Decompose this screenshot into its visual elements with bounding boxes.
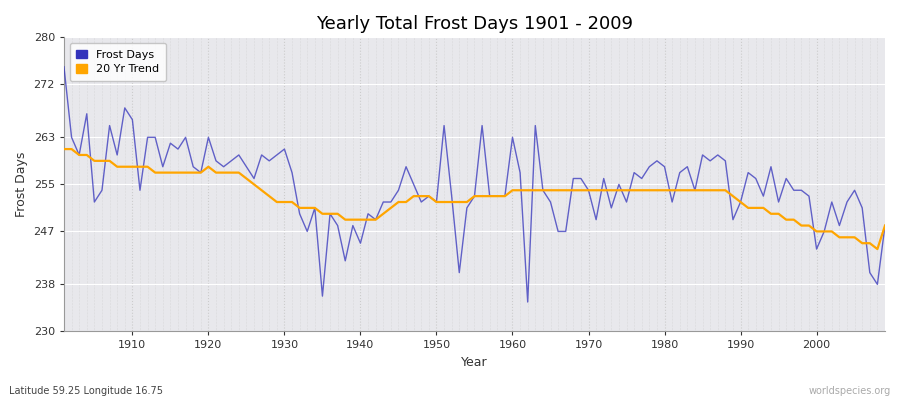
Text: worldspecies.org: worldspecies.org: [809, 386, 891, 396]
20 Yr Trend: [120, 164, 130, 169]
Frost Days: [522, 300, 533, 304]
Frost Days: [120, 106, 130, 110]
Text: Latitude 59.25 Longitude 16.75: Latitude 59.25 Longitude 16.75: [9, 386, 163, 396]
Frost Days: [286, 170, 297, 175]
20 Yr Trend: [507, 188, 517, 193]
Frost Days: [507, 135, 517, 140]
Frost Days: [332, 223, 343, 228]
20 Yr Trend: [332, 211, 343, 216]
Frost Days: [606, 206, 616, 210]
Y-axis label: Frost Days: Frost Days: [15, 152, 28, 217]
Frost Days: [879, 223, 890, 228]
20 Yr Trend: [879, 223, 890, 228]
Frost Days: [500, 194, 510, 198]
20 Yr Trend: [872, 247, 883, 252]
Legend: Frost Days, 20 Yr Trend: Frost Days, 20 Yr Trend: [69, 43, 166, 81]
X-axis label: Year: Year: [461, 356, 488, 369]
Title: Yearly Total Frost Days 1901 - 2009: Yearly Total Frost Days 1901 - 2009: [316, 15, 633, 33]
20 Yr Trend: [286, 200, 297, 204]
Frost Days: [58, 64, 69, 69]
Line: 20 Yr Trend: 20 Yr Trend: [64, 149, 885, 249]
20 Yr Trend: [58, 147, 69, 152]
20 Yr Trend: [598, 188, 609, 193]
20 Yr Trend: [500, 194, 510, 198]
Line: Frost Days: Frost Days: [64, 67, 885, 302]
